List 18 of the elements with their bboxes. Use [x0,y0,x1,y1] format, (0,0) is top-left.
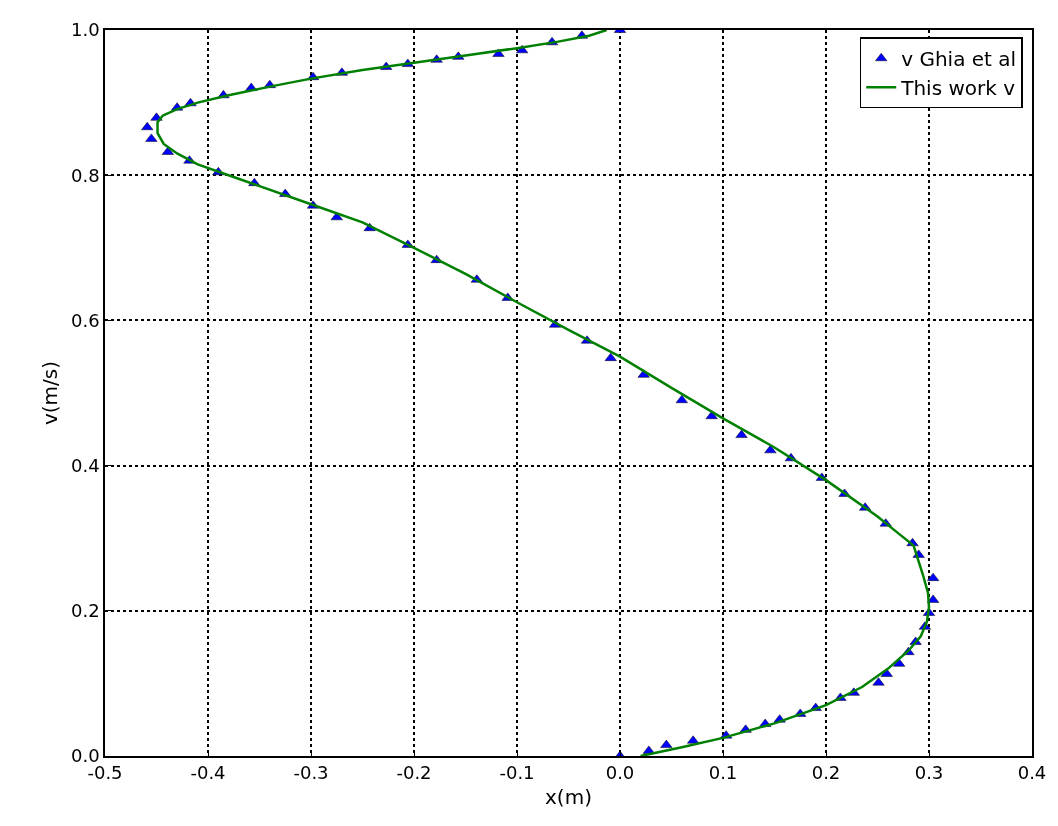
y-tick-label: 0.4 [71,454,100,476]
x-tick-label: -0.2 [396,762,432,784]
y-tick-label: 0.6 [71,309,100,331]
x-tick-label: 0.2 [811,762,841,784]
y-tick-label: 1.0 [71,19,100,41]
x-tick-label: 0.1 [708,762,738,784]
y-tick-label: 0.2 [71,600,100,622]
x-tick-label: 0.0 [605,762,635,784]
x-tick-label: -0.4 [190,762,226,784]
legend-label: This work v [900,76,1016,101]
y-tick-label: 0.8 [71,164,100,186]
x-axis-title: x(m) [545,785,592,810]
x-tick-label: -0.1 [499,762,535,784]
legend-label: v Ghia et al [901,47,1017,72]
x-tick-label: 0.4 [1017,762,1047,784]
x-tick-label: -0.3 [293,762,329,784]
x-tick-label: 0.3 [914,762,944,784]
y-axis-title: v(m/s) [38,360,63,426]
